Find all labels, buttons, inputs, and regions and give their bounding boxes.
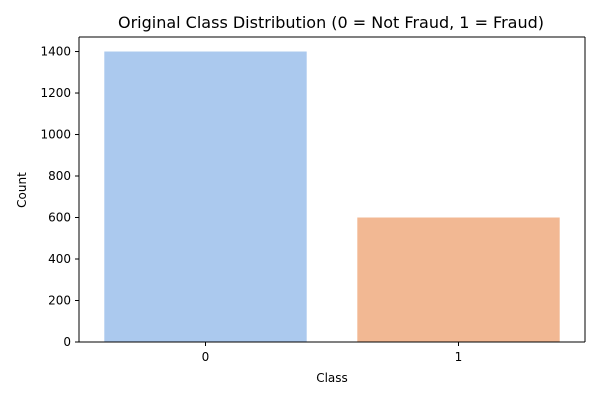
bars-group <box>104 51 560 343</box>
y-tick-label: 1000 <box>40 128 71 142</box>
y-tick-label: 400 <box>48 252 71 266</box>
y-tick-label: 200 <box>48 294 71 308</box>
chart-title: Original Class Distribution (0 = Not Fra… <box>118 13 544 32</box>
y-axis-ticks: 0 200 400 600 800 1000 1200 1400 <box>40 45 79 349</box>
y-tick-label: 1400 <box>40 45 71 59</box>
y-tick-label: 1200 <box>40 86 71 100</box>
bar-class-0 <box>104 51 307 343</box>
y-axis-label: Count <box>15 172 29 208</box>
y-tick-label: 0 <box>63 335 71 349</box>
y-tick-label: 800 <box>48 169 71 183</box>
x-axis-label: Class <box>316 371 348 385</box>
bar-class-1 <box>357 217 560 342</box>
axes-frame <box>78 36 586 343</box>
y-tick-label: 600 <box>48 211 71 225</box>
x-tick-label: 1 <box>455 350 463 364</box>
x-tick-label: 0 <box>202 350 210 364</box>
